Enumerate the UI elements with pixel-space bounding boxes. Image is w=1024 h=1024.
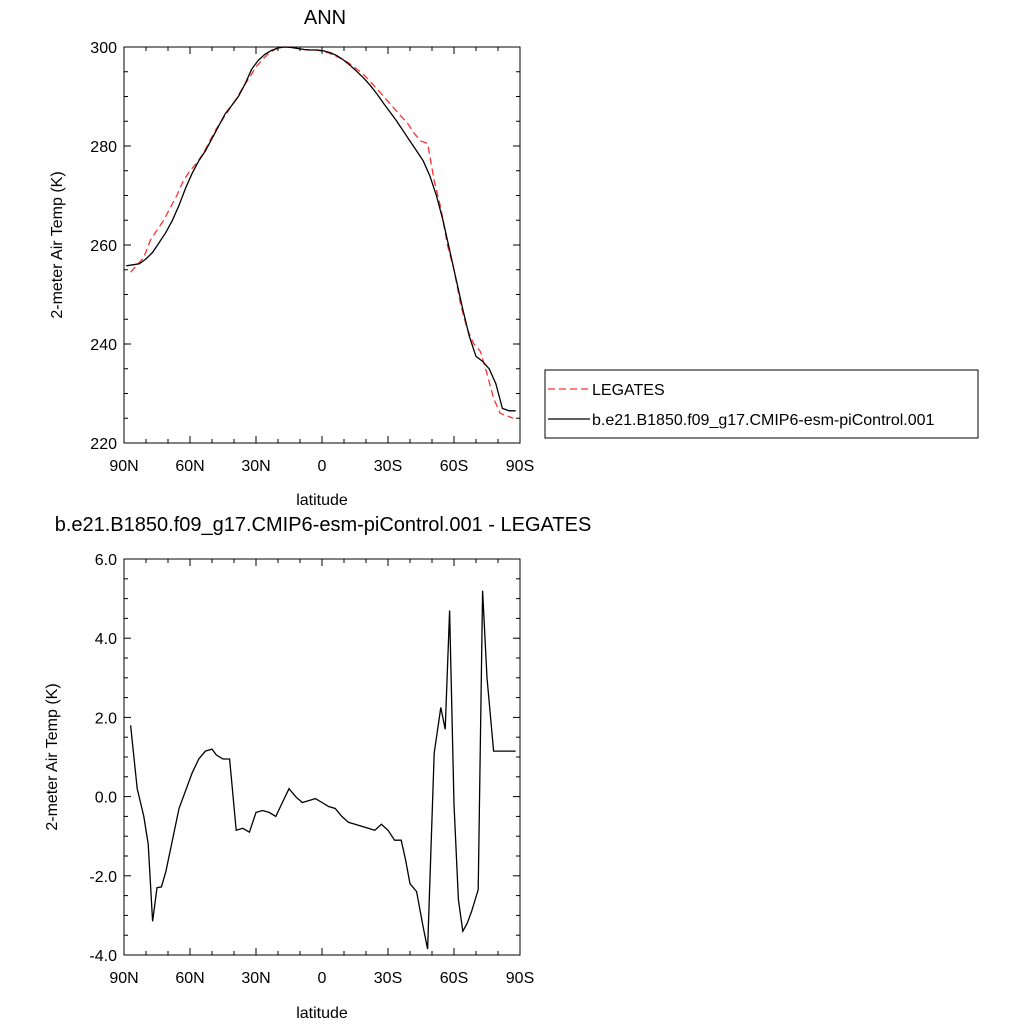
bottom-x-tick-label: 60N	[175, 970, 204, 987]
difference-plot: b.e21.B1850.f09_g17.CMIP6-esm-piControl.…	[44, 514, 591, 1022]
bottom-x-tick-label: 30N	[241, 970, 270, 987]
bottom-y-axis: -4.0 -2.0 0.0 2.0 4.0 6.0	[89, 552, 520, 965]
bottom-x-tick-label: 30S	[374, 970, 402, 987]
top-x-tick-label: 60N	[175, 458, 204, 475]
top-series-line-0	[130, 46, 514, 419]
top-y-tick-label: 220	[90, 436, 117, 453]
top-chart-title: ANN	[304, 7, 346, 29]
bottom-x-tick-label: 60S	[440, 970, 468, 987]
bottom-y-tick-label: 2.0	[95, 710, 117, 727]
top-x-axis-label: latitude	[296, 492, 348, 509]
top-x-tick-label: 90S	[506, 458, 534, 475]
top-x-tick-label: 0	[318, 458, 327, 475]
top-y-tick-label: 260	[90, 238, 117, 255]
bottom-chart-title: b.e21.B1850.f09_g17.CMIP6-esm-piControl.…	[55, 514, 592, 536]
top-x-tick-label: 30N	[241, 458, 270, 475]
top-y-tick-label: 240	[90, 337, 117, 354]
bottom-x-tick-label: 90S	[506, 970, 534, 987]
top-x-axis: 90N 60N 30N 0 30S 60S 90S	[109, 47, 534, 475]
top-x-tick-label: 90N	[109, 458, 138, 475]
bottom-x-axis-label: latitude	[296, 1005, 348, 1022]
bottom-x-tick-label: 90N	[109, 970, 138, 987]
top-y-axis-label: 2-meter Air Temp (K)	[49, 171, 66, 318]
bottom-y-axis-label: 2-meter Air Temp (K)	[44, 683, 61, 830]
legend: LEGATES b.e21.B1850.f09_g17.CMIP6-esm-pi…	[544, 369, 979, 439]
bottom-x-axis: 90N 60N 30N 0 30S 60S 90S	[109, 559, 534, 987]
bottom-y-tick-label: 6.0	[95, 552, 117, 569]
bottom-y-tick-label: -2.0	[89, 869, 117, 886]
legend-label-model: b.e21.B1850.f09_g17.CMIP6-esm-piControl.…	[592, 412, 935, 429]
bottom-y-tick-label: -4.0	[89, 948, 117, 965]
top-y-tick-label: 300	[90, 40, 117, 57]
top-series-lines	[126, 46, 516, 419]
bottom-plot-frame	[123, 558, 521, 956]
top-x-tick-label: 30S	[374, 458, 402, 475]
bottom-series-lines	[129, 590, 516, 950]
bottom-series-line-0	[129, 590, 516, 950]
bottom-y-tick-label: 0.0	[95, 790, 117, 807]
top-series-line-1	[126, 46, 516, 412]
top-y-tick-label: 280	[90, 139, 117, 156]
bottom-y-tick-label: 4.0	[95, 631, 117, 648]
top-y-axis: 220 240 260 280 300	[90, 40, 520, 453]
legend-box	[544, 369, 979, 439]
legend-label-legates: LEGATES	[592, 382, 665, 399]
top-plot-frame	[123, 46, 521, 444]
bottom-x-tick-label: 0	[318, 970, 327, 987]
top-x-tick-label: 60S	[440, 458, 468, 475]
